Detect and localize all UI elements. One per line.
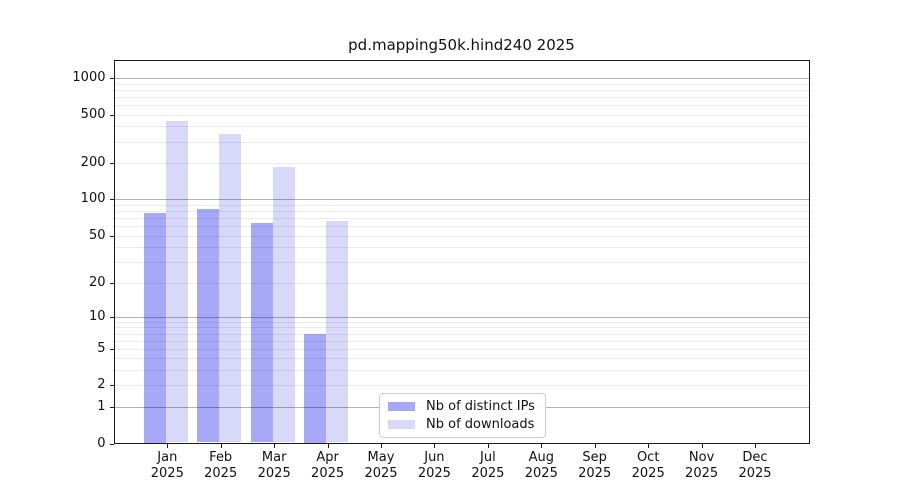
x-tick-label-jun: Jun 2025	[417, 449, 451, 481]
legend-item-distinct-ips: Nb of distinct IPs	[388, 399, 537, 414]
x-tickmark-dec	[755, 443, 756, 448]
x-tickmark-feb	[220, 443, 222, 448]
legend-swatch-downloads	[388, 420, 415, 429]
legend: Nb of distinct IPs Nb of downloads	[379, 393, 546, 438]
legend-item-downloads: Nb of downloads	[388, 417, 537, 432]
x-tick-label-feb: Feb 2025	[204, 449, 238, 481]
x-tickmark-mar	[274, 443, 276, 448]
x-tickmark-aug	[541, 443, 543, 448]
y-tick-label-200: 200	[80, 155, 106, 170]
chart-title: pd.mapping50k.hind240 2025	[348, 36, 575, 54]
x-tickmark-jun	[434, 443, 436, 448]
x-tickmark-apr	[327, 443, 329, 448]
y-tick-label-5: 5	[97, 340, 106, 356]
x-tickmark-nov	[701, 443, 703, 448]
y-tick-label-1000: 1000	[72, 70, 106, 85]
legend-swatch-distinct-ips	[388, 402, 415, 411]
x-tick-label-jul: Jul 2025	[471, 449, 505, 481]
x-tick-label-apr: Apr 2025	[311, 449, 345, 481]
x-tickmark-may	[381, 443, 382, 448]
y-tick-label-2: 2	[97, 377, 106, 393]
y-tick-label-0: 0	[97, 435, 106, 451]
x-tick-label-aug: Aug 2025	[524, 449, 558, 481]
y-tick-label-50: 50	[88, 227, 106, 243]
x-tick-label-dec: Dec 2025	[738, 449, 772, 481]
y-tick-label-100: 100	[80, 191, 106, 207]
y-tick-label-10: 10	[88, 308, 106, 324]
x-tick-label-mar: Mar 2025	[257, 449, 291, 481]
x-tickmark-sep	[594, 443, 596, 448]
x-tick-label-oct: Oct 2025	[631, 449, 665, 481]
legend-label-downloads: Nb of downloads	[426, 417, 535, 432]
y-tickmark-0	[109, 443, 114, 445]
plot-border	[113, 60, 810, 444]
x-tick-label-may: May 2025	[364, 449, 398, 481]
x-tick-label-sep: Sep 2025	[578, 449, 612, 481]
y-tick-label-500: 500	[80, 106, 106, 122]
x-tickmark-oct	[648, 443, 650, 448]
x-tickmark-jan	[167, 443, 169, 448]
y-tick-label-1: 1	[97, 398, 106, 414]
x-tickmark-jul	[487, 443, 489, 448]
x-tick-label-jan: Jan 2025	[150, 449, 184, 481]
legend-label-distinct-ips: Nb of distinct IPs	[426, 399, 535, 414]
y-tick-label-20: 20	[88, 274, 106, 290]
x-tick-label-nov: Nov 2025	[685, 449, 719, 481]
